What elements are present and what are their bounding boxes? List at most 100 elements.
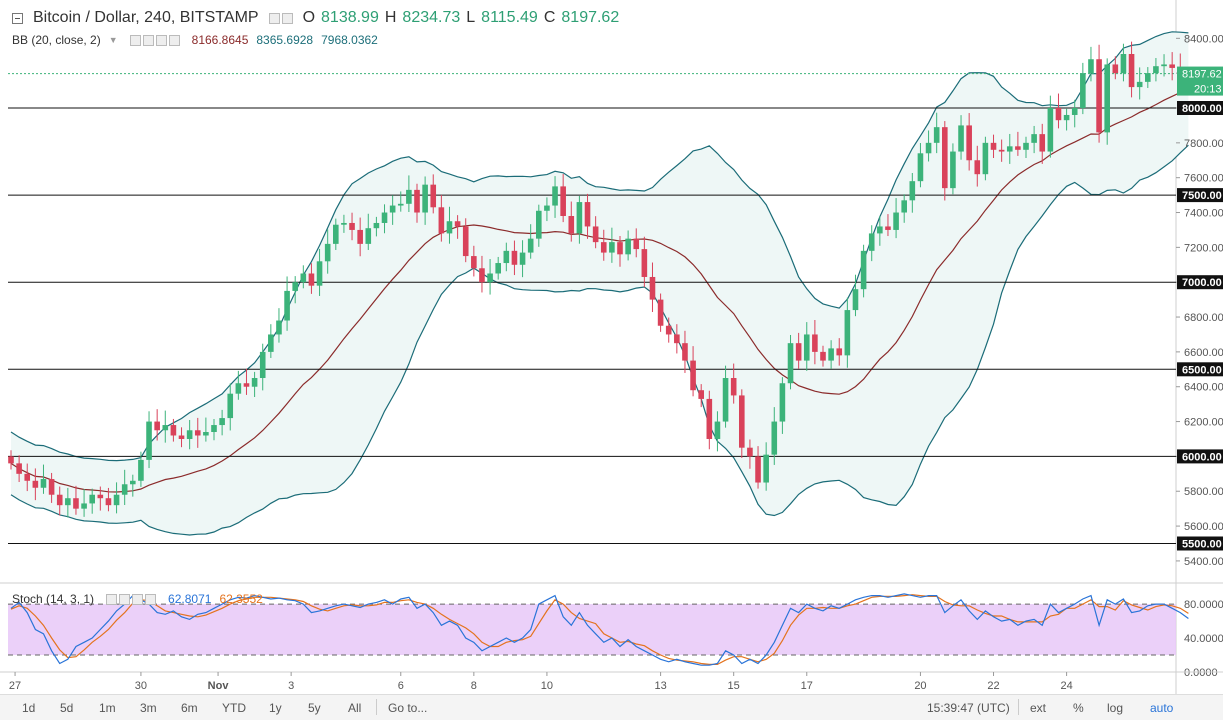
candle: [406, 175, 412, 212]
candle-body: [649, 276, 656, 300]
symbol-title[interactable]: Bitcoin / Dollar, 240, BITSTAMP: [33, 9, 259, 26]
candle-body: [771, 421, 778, 455]
candle-body: [333, 224, 339, 244]
candle-body: [803, 334, 810, 361]
chart-header: Bitcoin / Dollar, 240, BITSTAMP O 8138.99…: [12, 9, 619, 27]
candle: [97, 486, 104, 511]
candle-body: [259, 351, 266, 379]
candle-body: [755, 456, 761, 483]
candle: [438, 194, 445, 242]
candle-body: [414, 189, 420, 213]
eye-icon[interactable]: [129, 34, 141, 46]
ext-toggle[interactable]: ext: [1030, 701, 1047, 715]
candle: [1039, 123, 1046, 164]
x-tick-label: 15: [728, 680, 740, 692]
candle-body: [324, 243, 331, 262]
candle: [820, 345, 826, 367]
candle: [430, 174, 437, 214]
candle: [933, 112, 940, 154]
level-price-label: 6500.00: [1182, 364, 1222, 376]
range-all[interactable]: All: [348, 701, 362, 715]
candle: [812, 320, 818, 365]
candle-body: [284, 290, 290, 321]
candle-body: [186, 430, 193, 439]
candle-body: [885, 226, 891, 230]
percent-toggle[interactable]: %: [1073, 701, 1084, 715]
range-5y[interactable]: 5y: [308, 701, 321, 715]
bb-upper-line: [10, 31, 1189, 462]
settings-icon[interactable]: [119, 593, 131, 605]
candle: [227, 383, 234, 431]
candle: [657, 293, 664, 332]
candle: [730, 363, 737, 404]
candle: [203, 417, 209, 442]
add-icon[interactable]: [155, 34, 167, 46]
bb-legend: BB (20, close, 2) ▼ 8166.8645 8365.6928 …: [12, 33, 378, 47]
candle: [24, 463, 31, 492]
range-1m[interactable]: 1m: [99, 701, 116, 715]
candle: [877, 216, 883, 246]
candle-body: [1161, 64, 1167, 67]
candle-body: [40, 479, 47, 488]
candle: [56, 486, 63, 516]
x-tick-label: 10: [541, 680, 553, 692]
level-price-label: 7500.00: [1182, 190, 1222, 202]
range-1d[interactable]: 1d: [22, 701, 36, 715]
candle: [755, 446, 761, 489]
candle: [958, 115, 964, 160]
candle: [747, 439, 753, 469]
bb-label[interactable]: BB (20, close, 2): [12, 33, 101, 47]
range-1y[interactable]: 1y: [269, 701, 282, 715]
range-5d[interactable]: 5d: [60, 701, 74, 715]
candle: [349, 212, 355, 241]
stoch-label[interactable]: Stoch (14, 3, 1): [12, 592, 95, 606]
range-3m[interactable]: 3m: [140, 701, 157, 715]
candle: [885, 214, 891, 237]
candle-body: [365, 228, 372, 244]
candle-body: [909, 181, 916, 201]
candle-body: [990, 142, 997, 150]
candle-body: [1006, 146, 1013, 152]
settings-icon[interactable]: [142, 34, 154, 46]
eye-icon[interactable]: [268, 12, 280, 24]
candle: [771, 407, 778, 465]
add-icon[interactable]: [132, 593, 144, 605]
chevron-down-icon[interactable]: ▼: [108, 35, 118, 45]
candle-body: [357, 229, 363, 244]
collapse-icon[interactable]: [12, 12, 23, 24]
stoch-legend-buttons[interactable]: [106, 593, 157, 605]
close-icon[interactable]: [145, 593, 157, 605]
candle-body: [982, 142, 989, 175]
candle-body: [503, 250, 510, 264]
eye-icon[interactable]: [106, 593, 118, 605]
log-toggle[interactable]: log: [1107, 701, 1124, 715]
auto-toggle[interactable]: auto: [1150, 701, 1174, 715]
y-tick-label: 6400.00: [1184, 382, 1223, 394]
candle-body: [600, 242, 607, 253]
high-value: 8234.73: [402, 9, 461, 26]
candle-body: [787, 343, 794, 384]
range-6m[interactable]: 6m: [181, 701, 198, 715]
range-ytd[interactable]: YTD: [222, 701, 246, 715]
candle: [998, 139, 1005, 162]
candle: [446, 206, 453, 244]
candle-body: [820, 351, 826, 361]
goto-button[interactable]: Go to...: [388, 701, 428, 715]
candle: [917, 143, 924, 188]
candle-body: [146, 421, 152, 460]
settings-icon[interactable]: [281, 12, 293, 24]
candle: [852, 274, 859, 317]
clock-time: 15:39:47 (UTC): [927, 701, 1010, 715]
candle: [284, 276, 290, 331]
level-price-tag: [1177, 449, 1223, 464]
candle: [495, 256, 501, 280]
candle: [828, 340, 834, 369]
low-label: L: [466, 9, 476, 26]
legend-buttons[interactable]: [268, 12, 293, 24]
candle: [462, 218, 469, 263]
candle: [316, 248, 323, 296]
bb-legend-buttons[interactable]: [129, 34, 180, 46]
candle-body: [454, 221, 461, 227]
close-icon[interactable]: [168, 34, 180, 46]
